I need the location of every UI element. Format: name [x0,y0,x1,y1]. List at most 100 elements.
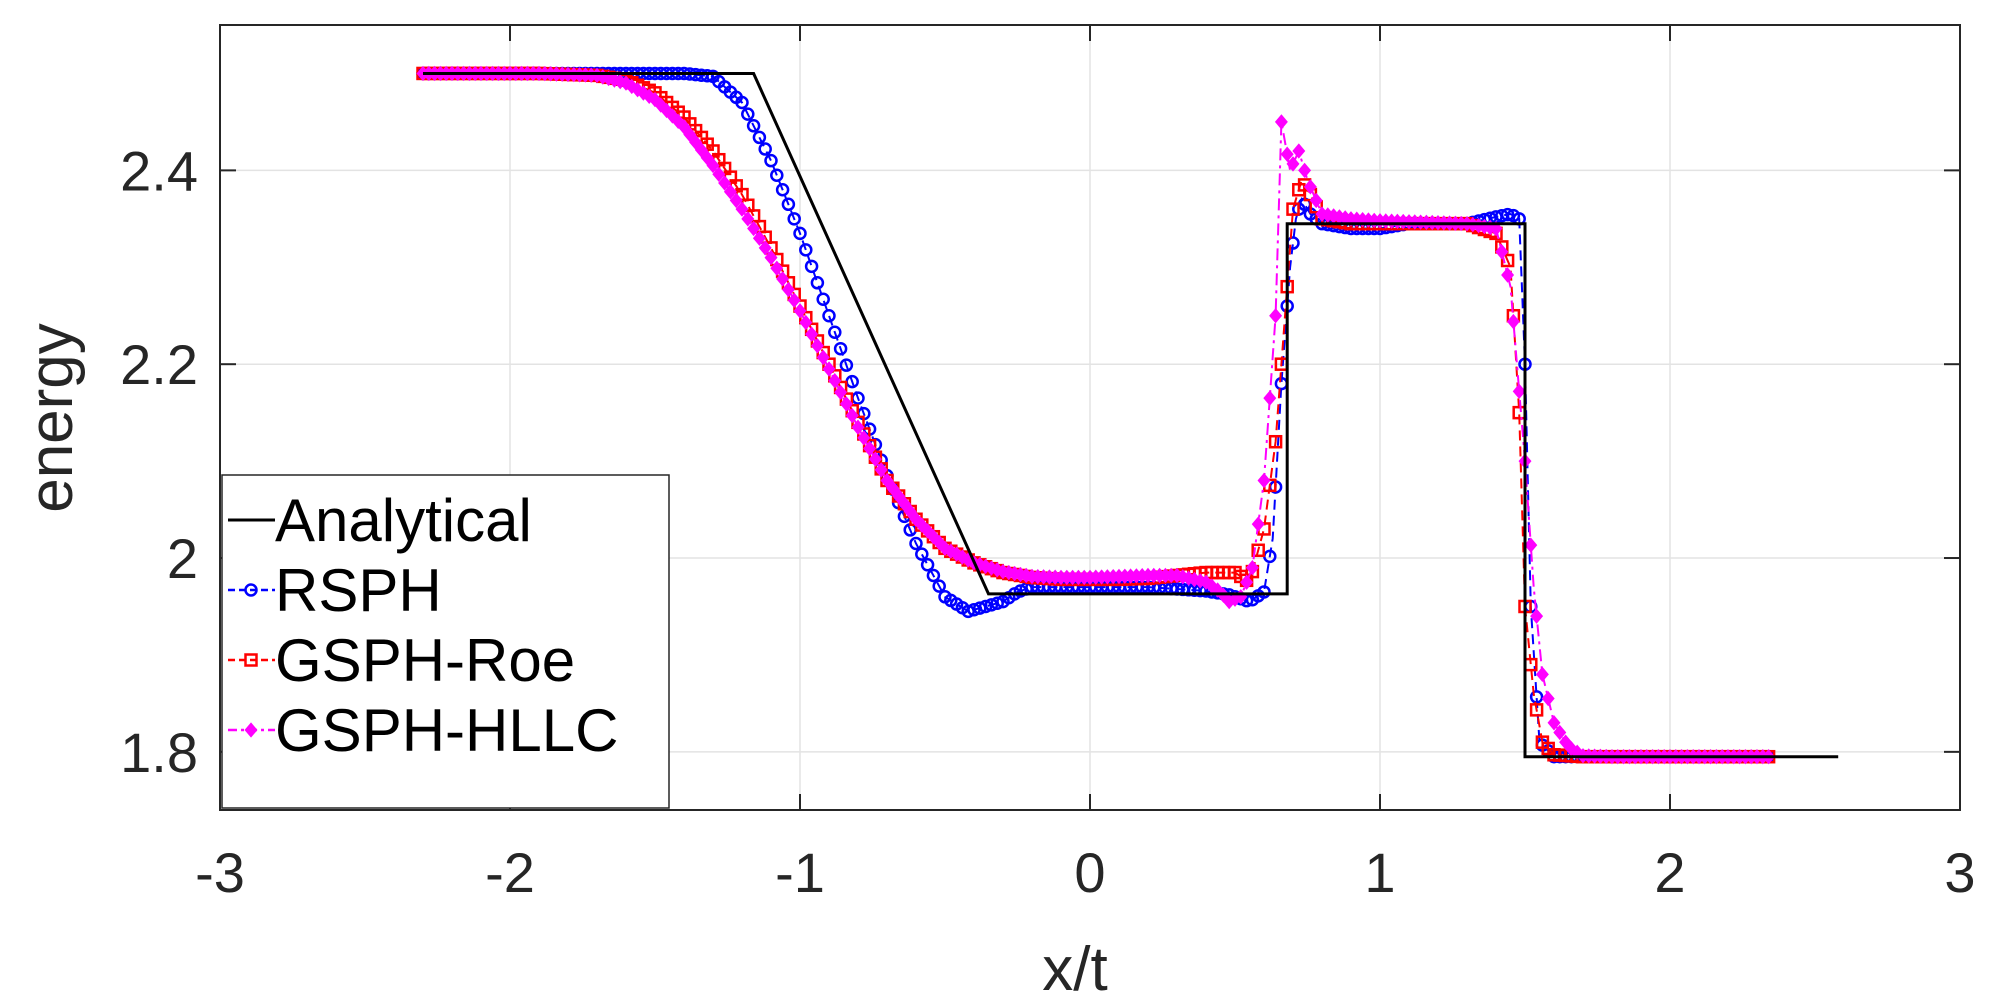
gsph-hllc-marker [758,240,772,256]
gsph-hllc-marker [1263,390,1277,406]
rsph-marker [764,153,778,168]
y-tick-label: 2 [167,527,198,590]
gsph-hllc-marker [822,361,836,377]
gsph-roe-marker [1286,202,1300,216]
gsph-hllc-marker [1257,472,1271,489]
gsph-hllc-marker [700,150,714,166]
gsph-hllc-marker [1292,143,1306,159]
legend-label: Analytical [275,487,532,554]
legend-gsph-hllc-marker [244,722,258,738]
x-tick-label: -2 [485,841,535,904]
rsph-marker [1257,585,1271,599]
rsph-marker [787,212,801,226]
legend-gsph-roe-marker [244,653,258,667]
y-tick-label: 2.2 [120,333,198,396]
x-tick-label: 3 [1944,841,1975,904]
y-axis-label: energy [17,323,86,513]
y-tick-label: 1.8 [120,721,198,784]
gsph-hllc-marker [805,326,819,342]
rsph-marker [793,226,807,241]
gsph-hllc-marker [874,462,888,478]
gsph-hllc-marker [892,488,906,504]
series-layer [416,65,1839,765]
rsph-marker [961,604,975,619]
legend-label: RSPH [275,557,442,624]
gsph-hllc-marker [1280,146,1294,162]
series-analytical [423,72,1839,759]
legend-entry-gsph-hllc: GSPH-HLLC [228,697,618,764]
x-tick-label: 1 [1364,841,1395,904]
rsph-marker [932,579,946,593]
gsph-hllc-marker [723,184,737,200]
gsph-hllc-marker [718,175,732,191]
rsph-marker [770,168,784,182]
gsph-hllc-marker [1274,114,1288,130]
gsph-hllc-marker [706,157,720,174]
rsph-marker [920,558,935,572]
gsph-roe-marker [1268,434,1283,449]
legend-entry-rsph: RSPH [228,557,442,624]
legend-label: GSPH-HLLC [275,697,618,764]
gsph-hllc-marker [903,503,917,520]
gsph-hllc-marker [1553,724,1567,741]
gsph-hllc-marker [741,211,755,227]
gsph-hllc-marker [1535,666,1549,682]
gsph-hllc-marker [1512,383,1526,399]
rsph-marker [816,292,830,307]
gsph-hllc-marker [1501,267,1515,283]
x-tick-label: 2 [1654,841,1685,904]
x-axis-label: x/t [1042,935,1107,994]
gsph-hllc-marker [816,349,830,366]
gsph-hllc-marker [1240,574,1254,590]
gsph-hllc-marker [1541,690,1555,707]
legend-label: GSPH-Roe [275,627,575,694]
gsph-hllc-marker [863,440,877,457]
gsph-hllc-marker [1286,156,1300,172]
analytical-line [423,72,1839,759]
gsph-hllc-marker [845,407,859,424]
gsph-hllc-marker [897,496,911,512]
legend-entry-gsph-roe: GSPH-Roe [228,627,575,694]
gsph-hllc-marker [1269,308,1283,324]
legend-box [221,474,670,809]
gsph-hllc-marker [1309,192,1323,209]
gsph-hllc-marker [689,134,703,150]
gsph-hllc-marker [787,292,801,308]
gsph-roe-marker [1529,703,1544,717]
gsph-hllc-marker [828,373,842,389]
rsph-marker [775,183,790,197]
rsph-marker [973,601,987,615]
gsph-hllc-marker [868,451,882,467]
rsph-marker [746,119,761,133]
gsph-hllc-marker [1303,179,1317,195]
rsph-marker [984,598,999,612]
x-tick-label: -1 [775,841,825,904]
legend-rsph-marker [244,583,258,597]
gsph-hllc-line [423,72,1772,758]
rsph-marker [915,547,929,561]
gsph-hllc-marker [1251,516,1265,532]
rsph-marker [839,358,854,372]
rsph-marker [1013,584,1028,598]
gsph-hllc-marker [747,220,761,237]
gsph-hllc-marker [1530,608,1544,624]
rsph-marker [833,341,848,356]
gsph-hllc-marker [1547,715,1561,731]
gsph-hllc-marker [776,271,790,287]
rsph-marker [967,602,981,617]
gsph-hllc-marker [683,126,697,143]
rsph-marker [822,308,836,323]
gsph-roe-marker [1251,543,1265,558]
gsph-hllc-marker [839,396,853,412]
gsph-hllc-marker [1298,162,1312,179]
gsph-hllc-marker [752,230,766,246]
rsph-marker [828,325,842,339]
rsph-marker [700,69,714,83]
rsph-marker [735,95,749,110]
rsph-marker [909,536,923,551]
gsph-hllc-marker [880,472,894,489]
gsph-roe-marker [1500,253,1515,268]
rsph-marker [804,259,819,274]
rsph-marker [1500,207,1515,222]
